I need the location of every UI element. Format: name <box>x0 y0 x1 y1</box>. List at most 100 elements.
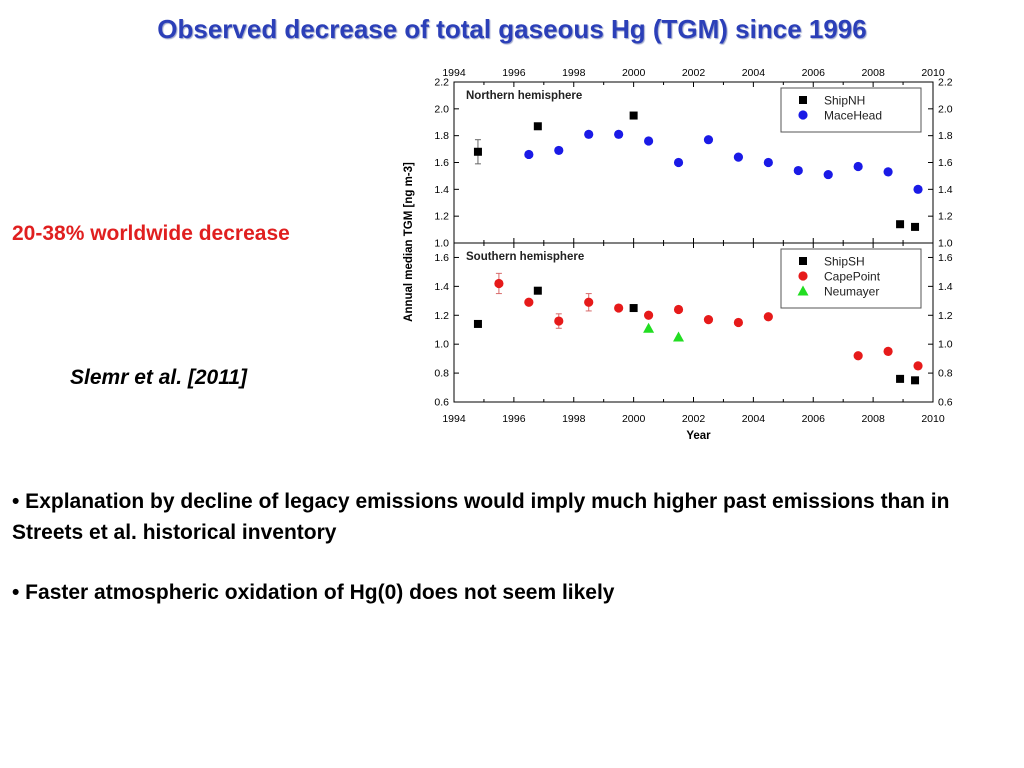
y-tick-label: 1.0 <box>434 339 449 351</box>
legend-macehead-marker <box>798 110 808 120</box>
shipnh-point <box>533 122 542 131</box>
legend-capepoint-marker <box>798 271 808 281</box>
legend-macehead-label: MaceHead <box>824 109 882 123</box>
shipsh-point <box>473 319 482 328</box>
macehead-point <box>703 135 714 145</box>
legend-shipnh-label: ShipNH <box>824 94 865 108</box>
y-tick-label-right: 1.2 <box>938 211 953 223</box>
bullet-explanation: • Explanation by decline of legacy emiss… <box>12 490 950 544</box>
capepoint-point <box>643 310 654 320</box>
legend-neumayer-label: Neumayer <box>824 285 879 299</box>
capepoint-point <box>883 346 893 357</box>
macehead-point <box>823 169 833 180</box>
tgm-scatter-chart: 1994 1996 1998 2000 2002 2004 2006 2008 2010 1994… <box>403 67 953 442</box>
y-tick-label-right: 1.6 <box>938 157 953 169</box>
y-tick-label-right: 1.6 <box>938 252 953 264</box>
capepoint-point <box>733 317 744 328</box>
capepoint-point <box>584 297 594 307</box>
top-x-tick-label: 1998 <box>562 67 586 79</box>
macehead-point <box>554 145 564 156</box>
x-axis-label: Year <box>686 430 711 442</box>
macehead-point <box>853 161 863 172</box>
y-tick-label-right: 1.4 <box>938 184 953 196</box>
capepoint-point <box>763 312 773 322</box>
x-tick-label: 2008 <box>861 413 885 425</box>
y-tick-label: 1.6 <box>434 252 449 264</box>
y-tick-label-right: 1.2 <box>938 310 953 322</box>
bullet-oxidation: • Faster atmospheric oxidation of Hg(0) … <box>12 581 615 604</box>
y-tick-label: 1.4 <box>434 281 449 293</box>
y-tick-label-right: 0.6 <box>938 397 953 409</box>
y-axis-label: Annual median TGM [ng m-3] <box>403 162 415 322</box>
legend-neumayer-marker <box>797 285 809 296</box>
panel-0-legend <box>780 87 922 133</box>
shipnh-point <box>473 147 482 156</box>
capepoint-point <box>703 315 714 325</box>
macehead-point <box>673 157 684 168</box>
y-tick-label: 2.2 <box>434 77 449 89</box>
y-tick-label-right: 1.4 <box>938 281 953 293</box>
capepoint-point <box>494 278 504 289</box>
x-tick-label: 2006 <box>802 413 826 425</box>
y-tick-label: 2.0 <box>434 103 449 115</box>
top-x-tick-label: 2010 <box>921 67 945 79</box>
y-tick-label-right: 1.0 <box>938 238 953 250</box>
macehead-point <box>524 149 534 160</box>
y-tick-label-right: 1.0 <box>938 339 953 351</box>
top-x-tick-label: 2004 <box>742 67 766 79</box>
y-tick-label-right: 2.2 <box>938 77 953 89</box>
top-x-tick-label: 2006 <box>802 67 826 79</box>
decrease-callout: 20-38% worldwide decrease <box>12 222 290 245</box>
shipnh-point <box>629 111 638 120</box>
y-tick-label: 1.6 <box>434 157 449 169</box>
y-tick-label: 1.2 <box>434 310 449 322</box>
capepoint-point <box>913 361 923 371</box>
legend-capepoint-label: CapePoint <box>824 270 881 284</box>
x-tick-label: 1998 <box>562 413 586 425</box>
y-tick-label-right: 2.0 <box>938 103 953 115</box>
shipnh-point <box>896 220 905 229</box>
y-tick-label: 1.4 <box>434 184 449 196</box>
shipsh-point <box>911 376 920 385</box>
capepoint-point <box>554 316 564 326</box>
neumayer-point <box>673 331 685 342</box>
legend-shipnh-marker <box>799 96 807 104</box>
top-x-tick-label: 2000 <box>622 67 646 79</box>
y-tick-label-right: 0.8 <box>938 368 953 380</box>
legend-shipsh-marker <box>799 257 807 265</box>
neumayer-point <box>643 322 655 333</box>
x-tick-label: 2002 <box>682 413 706 425</box>
y-tick-label-right: 1.8 <box>938 130 953 142</box>
shipnh-point <box>911 222 920 231</box>
top-x-tick-label: 1994 <box>442 67 466 79</box>
y-tick-label: 0.8 <box>434 368 449 380</box>
macehead-point <box>883 167 893 177</box>
macehead-point <box>793 165 803 176</box>
y-tick-label: 0.6 <box>434 397 449 409</box>
panel-1-title: Southern hemisphere <box>466 251 584 263</box>
x-tick-label: 2000 <box>622 413 646 425</box>
shipsh-point <box>896 374 905 383</box>
x-tick-label: 1996 <box>502 413 526 425</box>
shipsh-point <box>533 286 542 295</box>
slide-title: Observed decrease of total gaseous Hg (T… <box>157 14 867 44</box>
shipsh-point <box>629 304 638 313</box>
y-tick-label: 1.0 <box>434 238 449 250</box>
top-x-tick-label: 2008 <box>861 67 885 79</box>
capepoint-point <box>673 304 684 315</box>
capepoint-point <box>853 351 863 361</box>
y-tick-label: 1.8 <box>434 130 449 142</box>
x-tick-label: 2010 <box>921 413 945 425</box>
legend-shipsh-label: ShipSH <box>824 255 865 269</box>
macehead-point <box>643 136 654 146</box>
macehead-point <box>913 184 923 194</box>
y-tick-label: 1.2 <box>434 211 449 223</box>
top-x-tick-label: 1996 <box>502 67 526 79</box>
macehead-point <box>584 129 594 139</box>
top-x-tick-label: 2002 <box>682 67 706 79</box>
capepoint-point <box>524 297 534 307</box>
macehead-point <box>614 129 624 139</box>
macehead-point <box>763 157 773 168</box>
panel-0-title: Northern hemisphere <box>466 90 582 102</box>
x-tick-label: 1994 <box>442 413 466 425</box>
